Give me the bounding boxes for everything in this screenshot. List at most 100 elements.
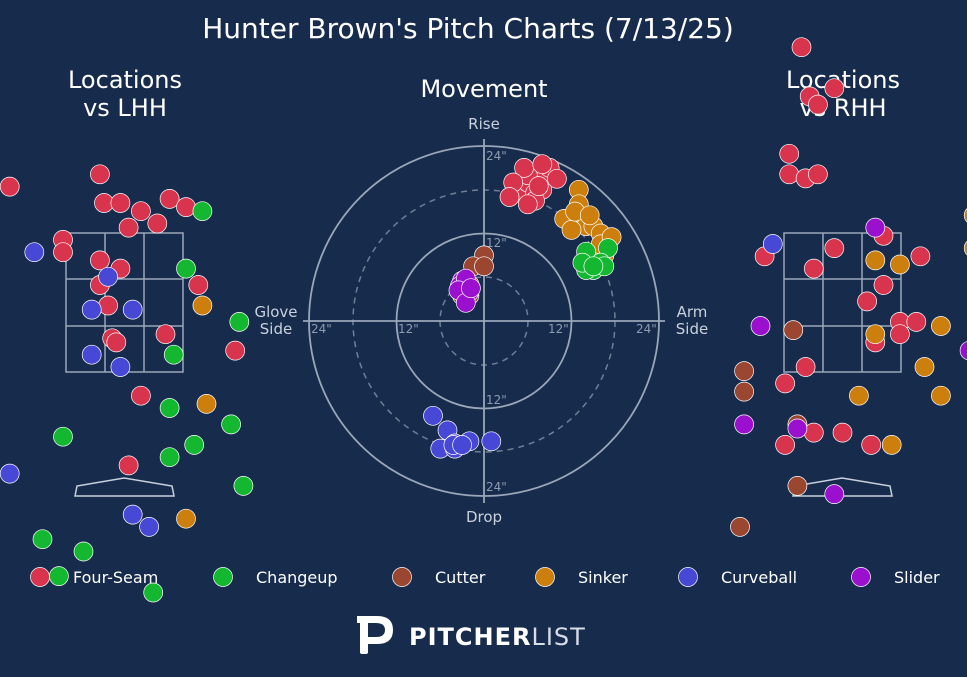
rhh-pitch-sinker [931,317,950,336]
movement-pitch-cutter [475,257,494,276]
lhh-pitch-four-seam [156,325,175,344]
legend-marker-changeup [214,568,233,587]
legend-label-slider: Slider [894,568,940,587]
lhh-pitch-four-seam [148,214,167,233]
rhh-pitch-four-seam [804,259,823,278]
brand-wordmark: PITCHERLIST [409,623,586,651]
lhh-pitch-changeup [49,567,68,586]
lhh-pitch-four-seam [119,456,138,475]
lhh-pitch-curveball [111,358,130,377]
lhh-home-plate [75,478,174,496]
lhh-pitch-curveball [82,300,101,319]
legend-marker-sinker [536,568,555,587]
figure-title: Hunter Brown's Pitch Charts (7/13/25) [202,12,734,45]
lhh-pitch-changeup [230,312,249,331]
rhh-pitch-four-seam [874,276,893,295]
legend-marker-curveball [679,568,698,587]
ring-label-left-24: 24" [311,322,332,336]
lhh-pitch-curveball [140,517,159,536]
movement-pitch-four-seam [533,155,552,174]
lhh-pitch-curveball [25,243,44,262]
legend-label-curveball: Curveball [721,568,797,587]
rhh-pitch-curveball [763,235,782,254]
rhh-pitch-four-seam [796,358,815,377]
lhh-pitch-points [0,165,253,602]
rhh-pitch-four-seam [890,325,909,344]
rhh-pitch-cutter [784,321,803,340]
legend-label-changeup: Changeup [256,568,338,587]
lhh-pitch-curveball [0,464,19,483]
rhh-pitch-cutter [735,382,754,401]
lhh-pitch-four-seam [99,296,118,315]
rhh-pitch-four-seam [808,95,827,114]
rhh-pitch-cutter [735,362,754,381]
lhh-pitch-changeup [222,415,241,434]
rhh-strike-zone [784,233,901,372]
movement-pitch-points [424,155,622,458]
lhh-pitch-changeup [33,530,52,549]
lhh-pitch-four-seam [131,386,150,405]
legend-label-four-seam: Four-Seam [73,568,158,587]
legend-marker-slider [852,568,871,587]
lhh-pitch-curveball [123,300,142,319]
lhh-title-line2: vs LHH [83,94,167,122]
lhh-pitch-four-seam [111,194,130,213]
rhh-pitch-slider [751,317,770,336]
rhh-pitch-sinker [882,435,901,454]
movement-pitch-four-seam [518,195,537,214]
ring-label-top-24: 24" [486,149,507,163]
rhh-pitch-slider [866,218,885,237]
lhh-pitch-changeup [160,399,179,418]
legend-label-cutter: Cutter [435,568,486,587]
rhh-pitch-sinker [915,358,934,377]
lhh-pitch-curveball [82,345,101,364]
rhh-pitch-four-seam [825,79,844,98]
rhh-pitch-cutter [788,476,807,495]
movement-title: Movement [420,75,547,103]
axis-label-glove-2: Side [260,320,292,338]
movement-pitch-four-seam [500,188,519,207]
lhh-title-line1: Locations [68,66,182,94]
lhh-pitch-curveball [123,505,142,524]
movement-pitch-curveball [424,406,443,425]
ring-label-left-12: 12" [398,322,419,336]
movement-pitch-slider [461,279,480,298]
lhh-pitch-four-seam [0,177,19,196]
lhh-pitch-sinker [177,509,196,528]
lhh-pitch-changeup [164,345,183,364]
movement-pitch-four-seam [529,177,548,196]
axis-label-glove-1: Glove [254,303,297,321]
lhh-pitch-four-seam [189,276,208,295]
lhh-pitch-sinker [197,394,216,413]
movement-pitch-sinker [562,220,581,239]
ring-label-right-24: 24" [636,322,657,336]
rhh-pitch-cutter [731,517,750,536]
axis-label-arm-1: Arm [677,303,708,321]
movement-pitch-changeup [584,257,603,276]
ring-label-right-12: 12" [548,322,569,336]
lhh-pitch-four-seam [131,202,150,221]
lhh-pitch-changeup [160,448,179,467]
rhh-pitch-four-seam [825,239,844,258]
pitch-type-legend: Four-Seam Changeup Cutter Sinker Curveball Sl… [31,568,941,588]
axis-label-arm-2: Side [676,320,708,338]
rhh-pitch-four-seam [858,292,877,311]
brand-bold: PITCHER [409,623,531,651]
movement-pitch-four-seam [547,169,566,188]
lhh-pitch-changeup [177,259,196,278]
legend-marker-cutter [393,568,412,587]
rhh-pitch-sinker [931,386,950,405]
brand-light: LIST [531,623,585,651]
rhh-pitch-four-seam [804,423,823,442]
lhh-pitch-four-seam [107,333,126,352]
movement-pitch-curveball [453,436,472,455]
legend-label-sinker: Sinker [578,568,628,587]
rhh-pitch-sinker [849,386,868,405]
movement-pitch-sinker [580,206,599,225]
rhh-pitch-four-seam [833,423,852,442]
ring-label-bottom-24: 24" [486,480,507,494]
lhh-pitch-four-seam [226,341,245,360]
rhh-pitch-sinker [866,325,885,344]
